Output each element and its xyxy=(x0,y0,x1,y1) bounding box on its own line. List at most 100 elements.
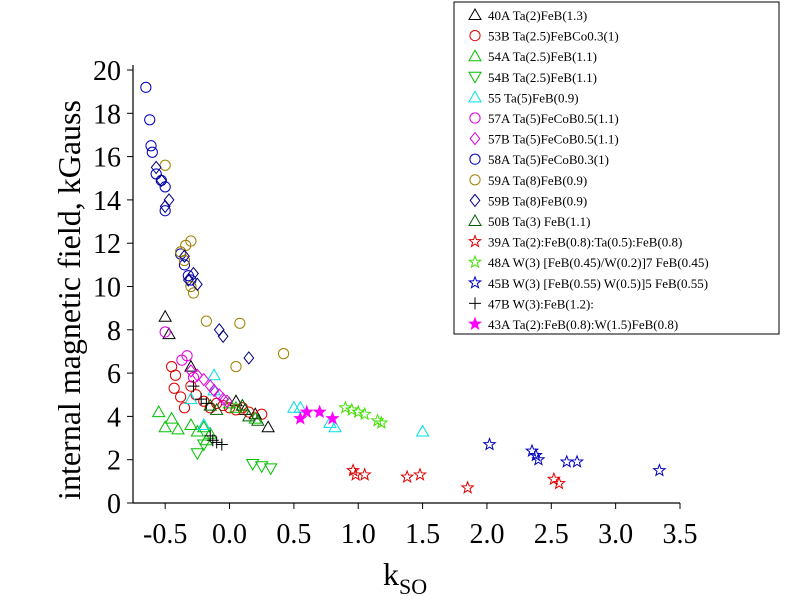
data-point xyxy=(190,424,205,437)
data-point xyxy=(150,160,162,175)
y-tick-label: 14 xyxy=(93,186,121,217)
x-tick-label: 3.0 xyxy=(598,519,633,550)
data-point xyxy=(179,249,190,263)
data-point xyxy=(184,418,198,431)
data-point xyxy=(460,480,475,494)
y-tick-label: 2 xyxy=(107,446,121,477)
y-tick-label: 18 xyxy=(93,99,121,130)
data-point xyxy=(187,287,200,299)
y-tick-label: 0 xyxy=(107,489,121,520)
legend-marker xyxy=(469,131,481,146)
data-point xyxy=(261,420,276,433)
data-point xyxy=(222,396,237,409)
data-point xyxy=(248,411,263,424)
data-point xyxy=(357,467,372,481)
data-point xyxy=(325,411,340,425)
legend-label: 40A Ta(2)FeB(1.3) xyxy=(488,8,587,23)
data-point xyxy=(178,259,191,271)
x-axis-title: kSO xyxy=(383,556,427,599)
data-point xyxy=(207,368,221,381)
data-point xyxy=(312,404,327,419)
data-point xyxy=(243,351,255,365)
data-point xyxy=(254,461,269,474)
data-point xyxy=(221,394,233,409)
data-point xyxy=(215,438,228,451)
data-point xyxy=(159,159,171,171)
data-point xyxy=(158,420,173,433)
x-tick-label: 2.5 xyxy=(534,519,569,550)
data-point xyxy=(185,364,197,378)
data-point xyxy=(652,463,667,477)
data-point xyxy=(185,280,197,293)
legend-marker xyxy=(469,112,481,124)
legend-label: 58A Ta(5)FeCoB0.3(1) xyxy=(488,152,609,167)
data-point xyxy=(159,326,171,338)
data-point xyxy=(190,448,205,461)
data-point xyxy=(346,463,361,477)
data-point xyxy=(140,81,152,93)
data-point xyxy=(146,146,158,158)
data-point xyxy=(163,193,175,207)
legend-marker xyxy=(468,7,482,20)
data-point xyxy=(188,266,199,281)
x-tick-label: 3.5 xyxy=(663,519,698,550)
legend-label: 53B Ta(2.5)FeBCo0.3(1) xyxy=(488,29,619,44)
data-point xyxy=(229,394,243,407)
data-point xyxy=(217,329,229,344)
legend-label: 55 Ta(5)FeB(0.9) xyxy=(488,90,579,105)
data-point xyxy=(234,317,246,329)
data-point xyxy=(168,382,180,394)
legend-label: 59B Ta(8)FeB(0.9) xyxy=(488,193,587,208)
data-point xyxy=(208,383,220,398)
data-point xyxy=(178,254,191,267)
y-tick-label: 16 xyxy=(93,143,121,174)
data-point xyxy=(164,411,179,424)
data-point xyxy=(243,406,255,418)
y-tick-label: 4 xyxy=(107,402,121,433)
x-tick-label: 0.0 xyxy=(212,519,247,550)
data-point xyxy=(323,415,337,428)
data-point xyxy=(159,199,171,214)
data-point xyxy=(200,315,212,327)
legend-label: 54A Ta(2.5)FeB(1.1) xyxy=(488,49,597,64)
data-point xyxy=(169,369,182,381)
legend-label: 47B W(3):FeB(1.2): xyxy=(488,296,594,311)
legend-marker xyxy=(467,234,483,248)
data-point xyxy=(145,140,157,152)
data-point xyxy=(357,406,372,421)
data-point xyxy=(328,420,342,433)
legend-label: 39A Ta(2):FeB(0.8):Ta(0.5):FeB(0.8) xyxy=(488,235,682,250)
legend-marker xyxy=(468,49,482,62)
x-tick-label: 1.5 xyxy=(405,519,440,550)
data-point xyxy=(531,452,546,466)
data-point xyxy=(338,400,353,414)
legend-marker xyxy=(469,153,481,165)
data-point xyxy=(241,409,256,422)
legend: 40A Ta(2)FeB(1.3) 53B Ta(2.5)FeBCo0.3(1) 5… xyxy=(453,1,780,335)
data-point xyxy=(155,173,167,188)
data-point xyxy=(151,405,166,418)
legend-marker xyxy=(468,71,482,84)
data-point xyxy=(299,404,314,419)
data-point xyxy=(209,402,224,415)
axes-layer: -0.5 0.0 0.5 1.0 1.5 2.0 2.5 3.0 3.5 0 2 4 6 8 10 12 14 1… xyxy=(93,56,698,550)
data-point xyxy=(210,436,223,449)
data-point xyxy=(213,322,225,337)
data-point xyxy=(229,400,243,413)
data-point xyxy=(159,205,171,217)
data-point xyxy=(203,398,218,411)
data-point xyxy=(263,463,278,476)
data-point xyxy=(171,422,185,435)
y-axis-title: internal magnetic field, kGauss xyxy=(51,100,87,500)
legend-label: 43A Ta(2):FeB(0.8):W(1.5)FeB(0.8) xyxy=(488,317,678,332)
legend-marker xyxy=(467,254,483,269)
y-tick-label: 20 xyxy=(93,56,121,87)
legend-marker xyxy=(468,90,482,103)
legend-marker xyxy=(469,193,481,208)
data-point xyxy=(551,476,567,490)
data-point xyxy=(250,413,265,426)
legend-label: 57A Ta(5)FeCoB0.5(1.1) xyxy=(488,111,619,126)
data-point xyxy=(569,454,585,468)
legend-marker xyxy=(467,275,483,289)
